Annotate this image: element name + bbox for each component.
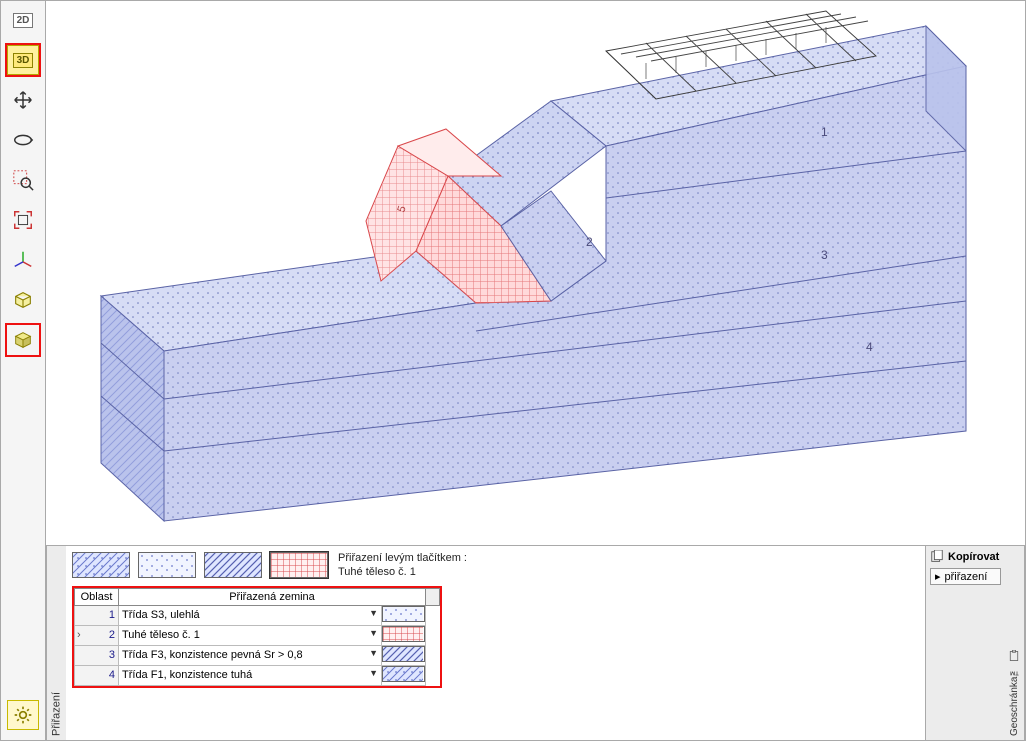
clipboard-icon xyxy=(1009,650,1021,662)
viewport-3d[interactable]: 1 3 4 2 5 xyxy=(46,0,1026,546)
table-row[interactable]: 3 Třída F3, konzistence pevná Sr > 0,8 xyxy=(75,645,440,665)
copy-button-label: přiřazení xyxy=(945,571,988,583)
soil-select[interactable]: Třída F3, konzistence pevná Sr > 0,8 xyxy=(119,645,382,665)
soil-select[interactable]: Třída S3, ulehlá xyxy=(119,605,382,625)
copy-icon xyxy=(930,550,944,564)
fit-icon xyxy=(12,209,34,231)
tab-assignment[interactable]: Přiřazení xyxy=(46,546,66,740)
copy-assignment-button[interactable]: ▸ přiřazení xyxy=(930,568,1001,585)
fit-view-button[interactable] xyxy=(7,205,39,235)
region-label-4: 4 xyxy=(866,340,873,354)
gear-icon xyxy=(13,705,33,725)
row-pattern xyxy=(382,605,426,625)
row-pattern xyxy=(382,645,426,665)
row-pattern xyxy=(382,665,426,685)
table-row[interactable]: 4 Třída F1, konzistence tuhá xyxy=(75,665,440,685)
view-3d-button[interactable]: 3D xyxy=(7,45,39,75)
shaded-cube-button[interactable] xyxy=(7,325,39,355)
row-pattern xyxy=(382,625,426,645)
left-toolbar: 2D 3D xyxy=(0,0,46,741)
swatch-hint: Přiřazení levým tlačítkem : Tuhé těleso … xyxy=(336,552,467,580)
row-index: 2 xyxy=(75,625,119,645)
swatch-2[interactable] xyxy=(138,552,196,578)
swatch-3[interactable] xyxy=(204,552,262,578)
label-2d: 2D xyxy=(13,13,34,28)
assignment-panel: Přiřazení levým tlačítkem : Tuhé těleso … xyxy=(66,546,925,740)
table-scrollbar[interactable] xyxy=(426,588,440,605)
axes-button[interactable] xyxy=(7,245,39,275)
zoom-window-button[interactable] xyxy=(7,165,39,195)
region-label-1: 1 xyxy=(821,125,828,139)
bottom-panel: Přiřazení xyxy=(46,546,1026,741)
region-label-2: 2 xyxy=(586,235,593,249)
swatch-1[interactable] xyxy=(72,552,130,578)
swatch-hint-1: Přiřazení levým tlačítkem : xyxy=(338,552,467,566)
pattern-swatch-row: Přiřazení levým tlačítkem : Tuhé těleso … xyxy=(72,552,919,580)
copy-panel: Kopírovat ▸ přiřazení xyxy=(925,546,1005,740)
shaded-cube-icon xyxy=(12,329,34,351)
view-2d-button[interactable]: 2D xyxy=(7,5,39,35)
soil-select[interactable]: Tuhé těleso č. 1 xyxy=(119,625,382,645)
col-zemina: Přiřazená zemina xyxy=(119,588,426,605)
pan-button[interactable] xyxy=(7,85,39,115)
copy-header: Kopírovat xyxy=(948,551,999,563)
table-row[interactable]: 2 Tuhé těleso č. 1 xyxy=(75,625,440,645)
table-row[interactable]: 1 Třída S3, ulehlá xyxy=(75,605,440,625)
col-oblast: Oblast xyxy=(75,588,119,605)
row-index: 1 xyxy=(75,605,119,625)
zoom-window-icon xyxy=(12,169,34,191)
axes-icon xyxy=(12,249,34,271)
orbit-button[interactable] xyxy=(7,125,39,155)
swatch-hint-2: Tuhé těleso č. 1 xyxy=(338,566,467,580)
soil-select[interactable]: Třída F1, konzistence tuhá xyxy=(119,665,382,685)
tab-assignment-label: Přiřazení xyxy=(51,692,63,736)
wireframe-cube-button[interactable] xyxy=(7,285,39,315)
wire-cube-icon xyxy=(12,289,34,311)
settings-button[interactable] xyxy=(7,700,39,730)
swatch-4[interactable] xyxy=(270,552,328,578)
label-3d: 3D xyxy=(13,53,34,68)
region-label-3: 3 xyxy=(821,248,828,262)
move-icon xyxy=(12,89,34,111)
tab-geoschranka-label: Geoschránka™ xyxy=(1009,666,1020,736)
assignment-table: Oblast Přiřazená zemina 1 Třída S3, uleh… xyxy=(72,586,442,688)
tab-geoschranka[interactable]: Geoschránka™ xyxy=(1005,546,1025,740)
row-index: 3 xyxy=(75,645,119,665)
orbit-icon xyxy=(12,130,34,150)
row-index: 4 xyxy=(75,665,119,685)
arrow-icon: ▸ xyxy=(935,570,941,583)
